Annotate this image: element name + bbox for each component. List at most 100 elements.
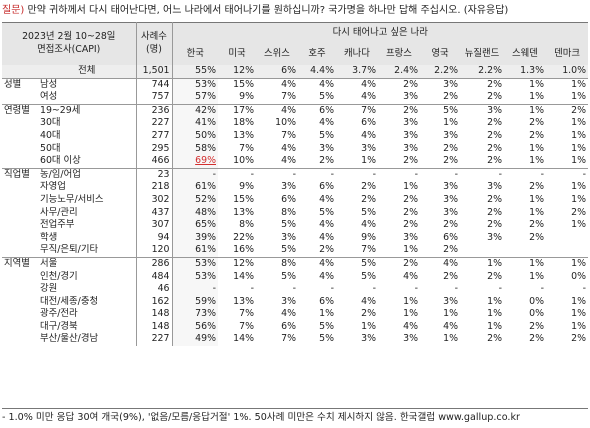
value-cell: 6% [281, 193, 296, 205]
row-label: 전체 [38, 65, 137, 79]
sample-size-cell: 286 [136, 257, 173, 271]
value-cell: - [292, 283, 296, 295]
sample-size-cell: 227 [136, 333, 173, 347]
value-cell: 2% [403, 193, 418, 205]
value-cell: 3.7% [336, 65, 378, 79]
group-label [2, 283, 38, 296]
value-cell: 1% [487, 320, 502, 332]
value-cell: 1.0% [546, 65, 589, 79]
value-cell: 1% [571, 320, 587, 332]
value-cell: 4% [361, 219, 376, 231]
value-cell: - [372, 168, 376, 180]
sample-size-cell: 236 [136, 104, 173, 118]
value-cell: 17% [233, 104, 254, 116]
table-row: 전체 1,501 55% 12% 6% 4.4% 3.7% 2.4% 2.2% 2.2% 1.3% 1… [2, 65, 589, 79]
sample-size-cell: 23 [136, 168, 173, 182]
value-cell: 10% [275, 117, 296, 129]
row-label: 여성 [38, 91, 137, 105]
value-cell: - [498, 168, 502, 180]
value-cell: 61% [172, 244, 218, 258]
value-cell: 14% [233, 270, 254, 282]
sample-size-cell: 437 [136, 206, 173, 220]
value-cell: 14% [233, 333, 254, 345]
value-cell: 2% [487, 129, 502, 141]
value-cell: 3% [281, 231, 296, 243]
value-cell: 2% [403, 219, 418, 231]
value-cell: 2% [529, 231, 544, 243]
value-cell: - [172, 283, 218, 296]
value-cell: 1% [571, 181, 587, 193]
value-cell: 2.2% [460, 65, 504, 79]
value-cell: 4% [361, 295, 376, 307]
group-label [2, 308, 38, 321]
value-cell: 3% [361, 142, 376, 154]
value-cell: 4% [319, 219, 334, 231]
value-cell [504, 244, 546, 258]
value-cell: 1% [571, 129, 587, 141]
row-label: 남성 [38, 78, 137, 92]
value-cell: 7% [281, 333, 296, 345]
country-header: 한국 [172, 44, 218, 65]
value-cell: 1% [571, 219, 587, 231]
value-cell: 12% [233, 257, 254, 269]
value-cell: 5% [443, 104, 458, 116]
value-cell: 7% [281, 129, 296, 141]
footnote: - 1.0% 미만 응답 30여 개국(9%), '없음/모름/응답거절' 1%… [2, 408, 588, 427]
value-cell: 2% [487, 333, 502, 345]
value-cell: - [292, 168, 296, 180]
sample-size-cell: 295 [136, 142, 173, 156]
value-cell: 2% [487, 206, 502, 218]
sample-size-cell: 757 [136, 91, 173, 105]
value-cell: 2% [403, 78, 418, 90]
value-cell: 5% [319, 320, 334, 332]
group-label [2, 207, 38, 220]
value-cell: 1% [378, 244, 420, 258]
value-cell: - [372, 283, 376, 295]
row-label: 자영업 [38, 181, 137, 194]
value-cell: 2% [298, 155, 336, 169]
value-cell: - [414, 168, 418, 180]
table-row: 60대 이상 466 69% 10% 4% 2% 1% 2% 2% 2% 1% 1% [2, 155, 589, 169]
value-cell: 5% [361, 257, 376, 269]
value-cell: - [582, 283, 587, 295]
value-cell: 58% [172, 142, 218, 156]
group-label: 지역별 [4, 257, 30, 269]
value-cell: 2% [487, 117, 502, 129]
value-cell: - [172, 168, 218, 182]
value-cell: 53% [172, 257, 218, 271]
value-cell: 3% [403, 333, 418, 345]
value-cell: 2% [403, 206, 418, 218]
value-cell: 41% [172, 117, 218, 130]
value-cell: 2% [460, 155, 504, 169]
country-header: 호주 [298, 44, 336, 65]
value-cell: 5% [298, 91, 336, 105]
value-cell: 1% [336, 155, 378, 169]
value-cell: 2% [529, 320, 544, 332]
value-cell: 3% [487, 231, 502, 243]
value-cell: 4% [319, 257, 334, 269]
table-row: 50대 295 58% 7% 4% 3% 3% 3% 2% 2% 1% 1% [2, 142, 588, 156]
value-cell: 4% [361, 78, 376, 90]
value-cell: 69% [172, 155, 218, 169]
value-cell: 50% [172, 129, 218, 143]
value-cell: 8% [281, 257, 296, 269]
value-cell: 2% [443, 142, 458, 154]
value-cell: - [582, 168, 587, 180]
row-label: 사무/관리 [38, 206, 137, 220]
country-header: 스위스 [256, 44, 298, 65]
value-cell: 7% [336, 244, 378, 258]
value-cell: 2% [298, 244, 336, 258]
table-row: 부산/울산/경남 227 49% 14% 7% 5% 3% 3% 1% 2% 2% 2% [2, 333, 588, 347]
value-cell: 1% [403, 308, 418, 320]
value-cell: 1% [403, 295, 418, 307]
group-label [2, 91, 38, 105]
group-label [2, 321, 38, 334]
row-label: 강원 [38, 283, 137, 296]
value-cell: 3% [281, 295, 296, 307]
group-label [2, 65, 38, 79]
value-cell: 1% [546, 155, 589, 169]
sample-size-cell: 1,501 [136, 65, 173, 79]
value-cell: 7% [256, 91, 298, 105]
value-cell: 22% [233, 231, 254, 243]
table-row: 사무/관리 437 48% 13% 8% 5% 5% 2% 3% 2% 1% 2% [2, 206, 588, 220]
